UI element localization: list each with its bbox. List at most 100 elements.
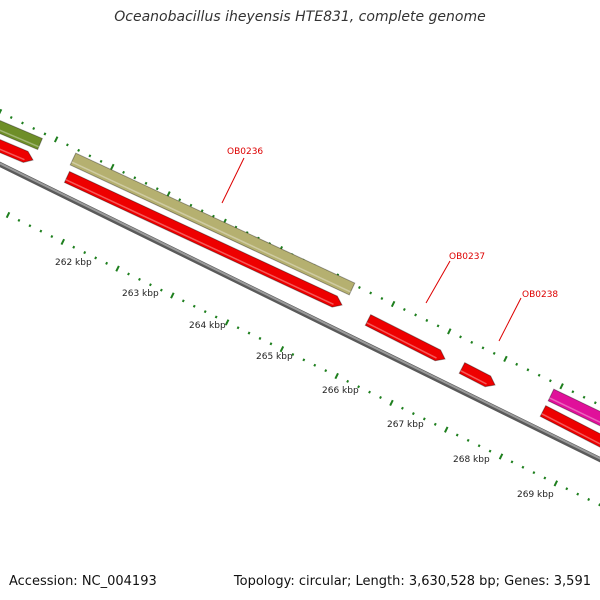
outer-ring-tick xyxy=(459,335,462,339)
scale-label: 269 kbp xyxy=(517,490,554,500)
inner-ring-tick xyxy=(433,422,437,426)
gene-label-ob0236: OB0236 xyxy=(227,147,263,157)
outer-ring-tick xyxy=(211,214,215,218)
inner-ring-tick xyxy=(422,417,426,421)
inner-ring-tick xyxy=(587,497,591,501)
outer-ring-tick xyxy=(526,368,530,372)
inner-ring-tick xyxy=(389,399,394,406)
inner-ring-tick xyxy=(192,304,196,308)
outer-ring-tick xyxy=(402,307,406,311)
outer-ring-tick xyxy=(110,163,115,170)
inner-ring-tick xyxy=(411,412,415,416)
inner-ring-tick xyxy=(39,229,43,233)
inner-ring-tick xyxy=(203,310,207,314)
scale-label: 268 kbp xyxy=(453,455,490,465)
inner-ring-tick xyxy=(83,251,87,255)
inner-ring-tick xyxy=(532,471,536,475)
outer-ring-tick xyxy=(593,401,597,405)
outer-ring-tick xyxy=(32,126,36,130)
inner-ring-tick xyxy=(334,372,339,380)
outer-ring-tick xyxy=(0,108,3,115)
scale-labels: 262 kbp 263 kbp 264 kbp 265 kbp 266 kbp 267 k… xyxy=(55,258,554,500)
outer-ring-tick xyxy=(548,379,552,383)
outer-ring-tick xyxy=(447,328,452,335)
inner-ring-tick xyxy=(269,342,273,346)
outer-ring-tick xyxy=(559,383,564,390)
inner-tick-ring xyxy=(5,211,600,507)
outer-ring-tick xyxy=(189,203,193,207)
map-title: Oceanobacillus iheyensis HTE831, complet… xyxy=(114,9,486,25)
inner-ring-tick xyxy=(214,315,218,319)
inner-ring-tick xyxy=(149,283,152,287)
leader-ob0236 xyxy=(221,157,245,204)
gene-label-ob0238: OB0238 xyxy=(522,290,558,300)
inner-ring-tick xyxy=(60,238,65,245)
outer-ring-tick xyxy=(380,296,384,301)
inner-ring-tick xyxy=(28,224,32,228)
genome-summary-text: Topology: circular; Length: 3,630,528 bp… xyxy=(233,574,591,589)
gene-label-ob0237: OB0237 xyxy=(449,252,485,262)
outer-ring-tick xyxy=(358,286,361,290)
feature-olive-bar xyxy=(69,152,356,296)
inner-ring-tick xyxy=(181,299,185,303)
inner-ring-tick xyxy=(455,433,459,437)
outer-ring-tick xyxy=(425,318,429,322)
outer-ring-tick xyxy=(88,154,92,158)
gene-arrow-ob0237 xyxy=(364,313,446,362)
inner-ring-tick xyxy=(466,438,470,442)
scale-label: 264 kbp xyxy=(189,321,226,331)
outer-ring-tick xyxy=(390,300,396,308)
gene-arrow-ob0238 xyxy=(458,361,496,388)
gene-labels: OB0236 OB0237 OB0238 xyxy=(221,147,558,342)
outer-ring-tick xyxy=(571,390,575,394)
feature-magenta-bar xyxy=(547,388,600,427)
inner-ring-tick xyxy=(553,480,559,487)
outer-ring-tick xyxy=(144,181,148,185)
inner-ring-tick xyxy=(444,426,449,433)
inner-ring-tick xyxy=(498,453,504,460)
inner-ring-tick xyxy=(565,487,569,491)
feature-track xyxy=(0,120,600,448)
inner-ring-tick xyxy=(521,465,525,469)
outer-ring-tick xyxy=(178,198,182,202)
inner-ring-tick xyxy=(236,326,240,330)
outer-ring-tick xyxy=(99,159,103,163)
inner-ring-tick xyxy=(279,346,285,353)
outer-ring-tick xyxy=(65,143,69,147)
gene-arrow-right xyxy=(539,404,600,448)
inner-ring-tick xyxy=(72,245,76,249)
outer-ring-tick xyxy=(122,170,125,174)
outer-ring-tick xyxy=(470,340,474,344)
inner-ring-tick xyxy=(50,234,54,238)
gene-arrow-ob0236 xyxy=(63,170,343,308)
inner-ring-tick xyxy=(302,358,306,362)
outer-ring-tick xyxy=(481,346,485,350)
inner-ring-tick xyxy=(258,336,262,340)
feature-green-bar xyxy=(0,120,43,151)
inner-ring-tick xyxy=(5,211,11,219)
outer-ring-tick xyxy=(200,209,204,213)
inner-ring-tick xyxy=(159,288,163,292)
outer-ring-tick xyxy=(77,148,81,152)
inner-ring-tick xyxy=(105,261,109,265)
leader-ob0237 xyxy=(425,260,451,304)
inner-ring-tick xyxy=(17,218,21,222)
outer-ring-tick xyxy=(582,395,586,399)
accession-text: Accession: NC_004193 xyxy=(9,574,157,589)
inner-ring-tick xyxy=(346,379,350,383)
scale-label: 262 kbp xyxy=(55,258,92,268)
inner-ring-tick xyxy=(291,353,295,357)
gene-arrow-left xyxy=(0,139,34,163)
inner-ring-tick xyxy=(138,277,141,281)
backbone-track xyxy=(0,161,600,463)
outer-ring-tick xyxy=(155,187,159,191)
inner-ring-tick xyxy=(477,444,481,448)
inner-ring-tick xyxy=(313,363,317,367)
inner-ring-tick xyxy=(127,272,130,276)
outer-ring-tick xyxy=(414,313,418,317)
outer-ring-tick xyxy=(21,121,24,125)
scale-label: 263 kbp xyxy=(122,289,159,299)
outer-ring-tick xyxy=(503,355,508,362)
inner-ring-tick xyxy=(576,492,580,496)
